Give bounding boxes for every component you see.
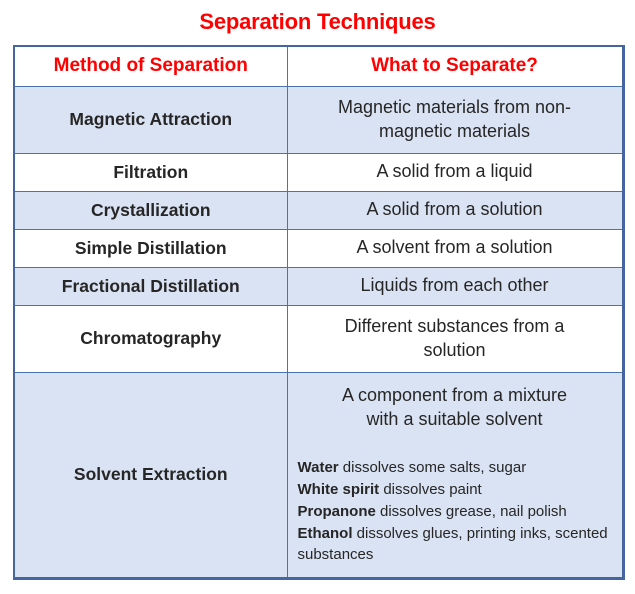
solvent-summary: A component from a mixture with a suitab… [296,383,614,432]
what-cell: Magnetic materials from non- magnetic ma… [286,85,624,154]
solvent-detail-line: White spirit dissolves paint [298,479,614,501]
what-cell: A solid from a solution [286,190,624,230]
solvent-name: White spirit [297,481,380,499]
solvent-description: dissolves some salts, sugar [338,459,527,477]
what-line: magnetic materials [378,120,531,141]
what-line: A solid from a liquid [376,161,533,182]
table-row-solvent-extraction: Solvent Extraction A component from a mi… [13,371,624,579]
what-cell: A component from a mixture with a suitab… [286,371,624,579]
solvent-detail-line: Propanone dissolves grease, nail polish [298,501,614,523]
separation-table: Method of Separation What to Separate? M… [13,45,625,580]
what-cell: A solvent from a solution [286,228,624,268]
solvent-description: dissolves grease, nail polish [375,502,567,520]
page-title: Separation Techniques [199,9,436,34]
solvent-name: Water [297,459,339,477]
what-line: Different substances from a [344,315,565,336]
method-cell: Magnetic Attraction [13,85,288,154]
solvent-name: Propanone [297,502,376,520]
solvent-detail-line: Water dissolves some salts, sugar [298,457,614,479]
method-cell: Filtration [13,152,288,192]
what-cell: Different substances from a solution [286,304,624,373]
solvent-details: Water dissolves some salts, sugar White … [296,457,614,566]
table-row: Filtration A solid from a liquid [13,152,624,192]
what-cell: A solid from a liquid [286,152,624,192]
table-row: Fractional Distillation Liquids from eac… [13,266,624,306]
what-line: Magnetic materials from non- [337,96,572,117]
method-cell: Fractional Distillation [13,266,288,306]
header-row: Method of Separation What to Separate? [13,45,624,87]
what-line: solution [423,339,486,360]
what-line: Liquids from each other [360,275,549,296]
solvent-description: dissolves paint [379,481,482,499]
method-cell: Simple Distillation [13,228,288,268]
table-row: Simple Distillation A solvent from a sol… [13,228,624,268]
what-cell: Liquids from each other [286,266,624,306]
solvent-name: Ethanol [297,524,353,542]
column-header-what: What to Separate? [286,45,624,87]
column-header-method: Method of Separation [13,45,288,87]
what-line: with a suitable solvent [366,409,543,430]
table-row: Chromatography Different substances from… [13,304,624,373]
method-cell: Crystallization [13,190,288,230]
method-cell: Chromatography [13,304,288,373]
what-line: A component from a mixture [341,384,568,405]
what-line: A solid from a solution [366,199,543,220]
solvent-description: dissolves glues, printing inks, scented … [297,524,608,564]
solvent-detail-line: Ethanol dissolves glues, printing inks, … [298,523,614,567]
table-row: Magnetic Attraction Magnetic materials f… [13,85,624,154]
what-line: A solvent from a solution [356,237,553,258]
method-cell: Solvent Extraction [13,371,288,579]
table-row: Crystallization A solid from a solution [13,190,624,230]
